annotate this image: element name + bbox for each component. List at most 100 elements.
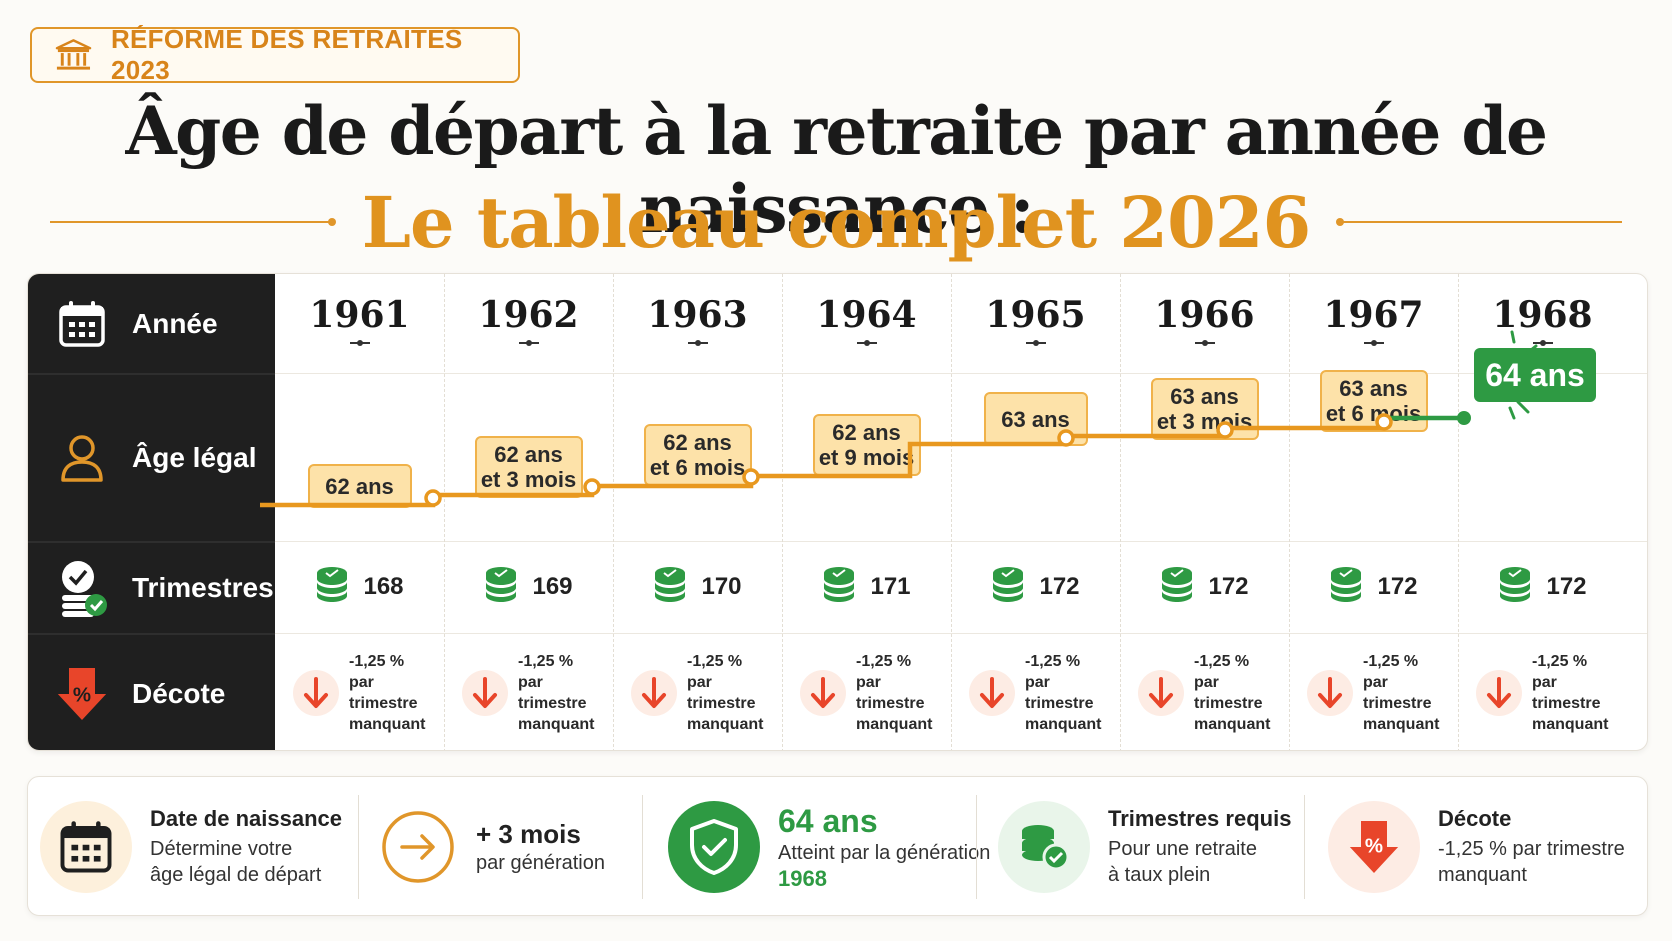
- discount-text: manquant: [349, 715, 426, 733]
- summary-birth: Date de naissance Détermine votre âge lé…: [40, 777, 342, 917]
- check-coins-icon: [56, 561, 108, 617]
- year-tick: [1194, 340, 1215, 346]
- discount-text: manquant: [518, 715, 595, 733]
- step-marker: [424, 489, 442, 507]
- summary-required-line1: Pour une retraite: [1108, 838, 1257, 860]
- quarters-value: 172: [1546, 573, 1587, 600]
- year-tick: [518, 340, 539, 346]
- discount-text: manquant: [1532, 715, 1609, 733]
- year-tick: [856, 340, 877, 346]
- quarters-value: 168: [363, 573, 404, 600]
- quarters-cell: 172: [951, 541, 1120, 633]
- discount-text: par trimestre: [856, 673, 925, 712]
- quarters-value: 169: [532, 573, 573, 600]
- coins-check-icon: [998, 801, 1090, 893]
- legal-age-line2: et 9 mois: [818, 445, 915, 470]
- legal-age-line1: 63 ans: [1001, 406, 1070, 432]
- column-divider: [782, 274, 783, 750]
- summary-discount-line2: manquant: [1438, 864, 1527, 886]
- row-divider: [275, 633, 1647, 634]
- subtitle-divider-right: [1336, 218, 1622, 226]
- coins-icon: [1160, 566, 1208, 609]
- discount-text: manquant: [1194, 715, 1271, 733]
- summary-birth-title: Date de naissance: [150, 806, 342, 831]
- discount-text: -1,25 %: [1532, 652, 1588, 670]
- legal-age-box: 62 ans et 9 mois: [812, 414, 921, 476]
- discount-cell: -1,25 % par trimestre manquant: [613, 633, 782, 750]
- down-arrow-icon: [800, 669, 846, 716]
- row-header-year: Année: [28, 274, 275, 373]
- summary-divider: [1304, 795, 1305, 899]
- legal-age-line1: 62 ans: [663, 430, 732, 455]
- discount-text: par trimestre: [1025, 673, 1094, 712]
- year-cell: 1963: [647, 294, 748, 336]
- summary-divider: [642, 795, 643, 899]
- institution-icon: [55, 39, 92, 70]
- badge-label: RÉFORME DES RETRAITES 2023: [110, 24, 463, 85]
- row-label-legal-age: Âge légal: [132, 442, 257, 473]
- discount-cell: -1,25 % par trimestre manquant: [1458, 633, 1627, 750]
- legal-age-box: 63 ans et 3 mois: [1150, 378, 1259, 440]
- coins-icon: [991, 566, 1039, 609]
- discount-text: -1,25 %: [1363, 652, 1419, 670]
- legal-age-line1: 63 ans: [1170, 384, 1239, 409]
- column-divider: [951, 274, 952, 750]
- quarters-value: 171: [870, 573, 911, 600]
- row-divider: [275, 541, 1647, 542]
- final-marker: [1457, 411, 1471, 425]
- discount-text: par trimestre: [518, 673, 587, 712]
- year-cell: 1967: [1323, 294, 1424, 336]
- discount-text: -1,25 %: [1194, 652, 1250, 670]
- page-title: Âge de départ à la retraite par année de…: [125, 92, 1548, 248]
- year-tick: [1363, 340, 1384, 346]
- discount-cell: -1,25 % par trimestre manquant: [1120, 633, 1289, 750]
- discount-cell: -1,25 % par trimestre manquant: [275, 633, 444, 750]
- summary-step-title: + 3 mois: [476, 818, 581, 849]
- row-label-quarters: Trimestres: [132, 572, 274, 603]
- summary-step: + 3 mois par génération: [378, 777, 605, 917]
- discount-text: par trimestre: [687, 673, 756, 712]
- discount-cell: -1,25 % par trimestre manquant: [951, 633, 1120, 750]
- discount-text: par trimestre: [1532, 673, 1601, 712]
- quarters-value: 172: [1208, 573, 1249, 600]
- coins-icon: [1329, 566, 1377, 609]
- quarters-cell: 169: [444, 541, 613, 633]
- summary-discount-line1: -1,25 % par trimestre: [1438, 838, 1625, 860]
- percent-down-arrow-icon: %: [1328, 801, 1420, 893]
- legal-age-line1: 63 ans: [1339, 376, 1408, 401]
- legal-age-line1: 62 ans: [325, 473, 394, 499]
- legal-age-final: 64 ans: [1474, 348, 1596, 402]
- legal-age-line2: et 3 mois: [480, 467, 577, 492]
- summary-divider: [976, 795, 977, 899]
- discount-cell: -1,25 % par trimestre manquant: [1289, 633, 1458, 750]
- step-marker: [1057, 429, 1075, 447]
- down-arrow-icon: [293, 669, 339, 716]
- coins-icon: [1498, 566, 1546, 609]
- person-icon: [56, 432, 108, 484]
- discount-text: par trimestre: [1363, 673, 1432, 712]
- discount-cell: -1,25 % par trimestre manquant: [444, 633, 613, 750]
- discount-text: manquant: [687, 715, 764, 733]
- summary-step-line1: par génération: [476, 851, 605, 874]
- step-marker: [1375, 413, 1393, 431]
- column-divider: [1289, 274, 1290, 750]
- year-cell: 1961: [309, 294, 410, 336]
- column-divider: [1120, 274, 1121, 750]
- discount-text: -1,25 %: [349, 652, 405, 670]
- quarters-value: 172: [1377, 573, 1418, 600]
- calendar-icon: [40, 801, 132, 893]
- down-arrow-icon: [462, 669, 508, 716]
- summary-required-title: Trimestres requis: [1108, 806, 1292, 831]
- reform-badge: RÉFORME DES RETRAITES 2023: [30, 24, 520, 85]
- summary-required-line2: à taux plein: [1108, 864, 1211, 886]
- year-tick: [1025, 340, 1046, 346]
- column-divider: [613, 274, 614, 750]
- down-arrow-icon: [1476, 669, 1522, 716]
- subtitle-row: Le tableau complet 2026: [50, 172, 1622, 272]
- retirement-table: Année Âge légal Trimestres: [27, 273, 1648, 751]
- coins-icon: [653, 566, 701, 609]
- column-divider: [1458, 274, 1459, 750]
- row-header-legal-age: Âge légal: [28, 373, 275, 541]
- down-arrow-icon: [631, 669, 677, 716]
- legal-age-line1: 62 ans: [832, 420, 901, 445]
